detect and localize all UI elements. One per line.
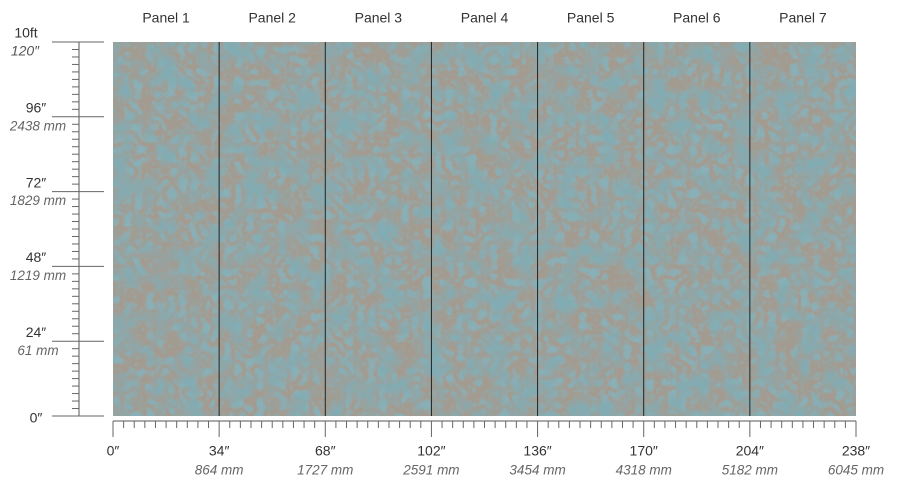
x-tick-mm: 5182 mm — [722, 463, 778, 478]
x-tick-mm: 4318 mm — [616, 463, 672, 478]
x-tick-inches: 102″ — [417, 443, 445, 459]
y-tick-inches: 48″ — [26, 249, 47, 265]
panel-label: Panel 5 — [567, 10, 615, 26]
x-tick-mm: 2591 mm — [402, 463, 459, 478]
x-tick-mm: 3454 mm — [509, 463, 565, 478]
x-tick-inches: 136″ — [523, 443, 551, 459]
y-tick-mm: 61 mm — [17, 343, 58, 358]
x-tick-inches: 68″ — [315, 443, 336, 459]
x-tick-inches: 0″ — [107, 443, 120, 459]
y-tick-inches: 96″ — [26, 100, 47, 116]
y-tick-inches: 0″ — [30, 410, 43, 426]
x-tick-mm: 1727 mm — [297, 463, 353, 478]
panel-label: Panel 4 — [461, 10, 509, 26]
x-tick-inches: 170″ — [630, 443, 658, 459]
x-tick-mm: 6045 mm — [828, 463, 884, 478]
y-tick-inches: 72″ — [26, 174, 47, 190]
panel-label: Panel 7 — [779, 10, 827, 26]
y-top-label: 10ft — [14, 25, 37, 41]
panel-label: Panel 2 — [248, 10, 296, 26]
panel-label: Panel 6 — [673, 10, 721, 26]
y-tick-mm: 1219 mm — [10, 268, 66, 283]
panel-label: Panel 3 — [355, 10, 403, 26]
wallpaper-image — [113, 42, 856, 416]
x-tick-inches: 204″ — [736, 443, 764, 459]
y-tick-mm: 1829 mm — [10, 193, 66, 208]
x-tick-inches: 34″ — [209, 443, 230, 459]
x-tick-inches: 238″ — [842, 443, 870, 459]
panel-label: Panel 1 — [142, 10, 190, 26]
x-tick-mm: 864 mm — [195, 463, 244, 478]
y-tick-mm: 2438 mm — [9, 118, 66, 133]
y-tick-inches: 24″ — [26, 324, 47, 340]
y-tick-inches: 120″ — [11, 43, 40, 59]
